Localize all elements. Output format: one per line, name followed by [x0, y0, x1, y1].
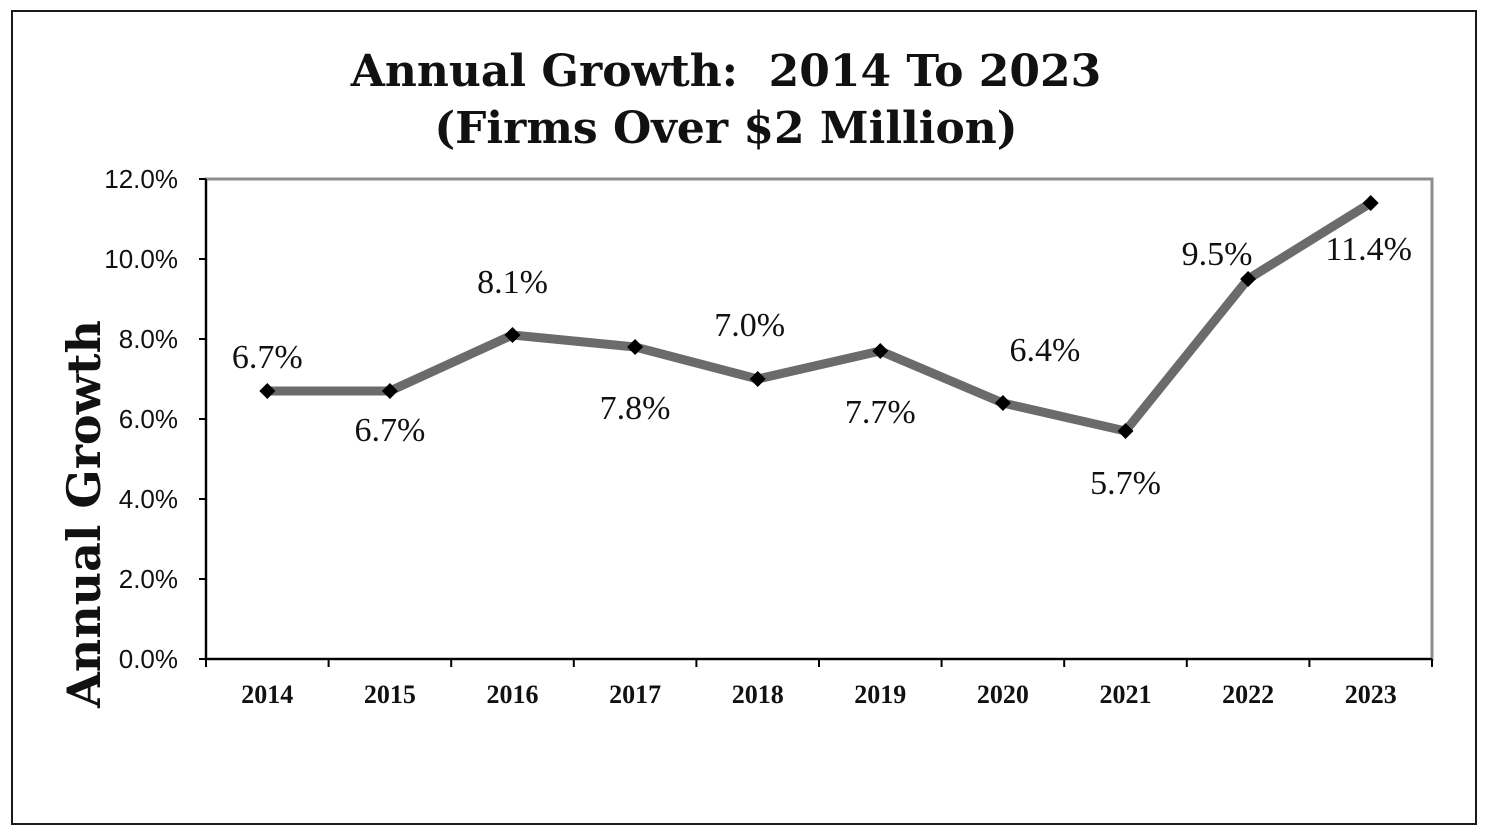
x-tick-label: 2014 — [241, 680, 293, 709]
data-labels: 6.7% 6.7% 8.1% 7.8% 7.0% 7.7% 6.4% 5.7% 9.5% 11.4… — [232, 231, 1412, 502]
data-label: 6.4% — [1009, 332, 1080, 369]
data-label: 9.5% — [1182, 236, 1253, 273]
y-tick-label: 6.0% — [119, 404, 178, 434]
data-label: 7.7% — [845, 394, 916, 431]
series-annual-growth — [259, 195, 1379, 439]
data-label: 11.4% — [1325, 231, 1412, 268]
x-tick-label: 2020 — [977, 680, 1029, 709]
y-axis-label: Annual Growth — [57, 320, 111, 709]
y-axis: 0.0% 2.0% 4.0% 6.0% 8.0% 10.0% 12.0% — [104, 164, 207, 674]
series-line — [262, 198, 1376, 436]
x-tick-label: 2017 — [609, 680, 661, 709]
data-point-marker — [381, 383, 398, 399]
data-label: 6.7% — [354, 412, 425, 449]
y-tick-label: 12.0% — [104, 164, 178, 194]
y-tick-label: 4.0% — [119, 484, 178, 514]
data-label: 7.0% — [714, 307, 785, 344]
data-point-marker — [994, 395, 1011, 411]
x-tick-label: 2022 — [1222, 680, 1274, 709]
y-tick-label: 10.0% — [104, 244, 178, 274]
x-axis: 2014 2015 2016 2017 2018 2019 2020 2021 2022 2023 — [205, 658, 1433, 709]
chart-subtitle: (Firms Over $2 Million) — [434, 103, 1017, 154]
x-tick-label: 2015 — [364, 680, 416, 709]
x-tick-label: 2019 — [854, 680, 906, 709]
data-point-marker — [627, 339, 644, 355]
data-label: 7.8% — [600, 390, 671, 427]
data-point-marker — [872, 343, 889, 359]
data-point-marker — [1362, 195, 1379, 211]
data-label: 6.7% — [232, 339, 303, 376]
x-tick-label: 2023 — [1345, 680, 1397, 709]
data-point-marker — [1240, 271, 1257, 287]
data-point-marker — [1117, 423, 1134, 439]
x-tick-label: 2021 — [1100, 680, 1152, 709]
data-point-marker — [504, 327, 521, 343]
chart-title: Annual Growth: 2014 To 2023 — [350, 46, 1101, 97]
chart-frame — [11, 10, 1477, 825]
x-tick-label: 2018 — [732, 680, 784, 709]
data-point-marker — [259, 383, 276, 399]
y-tick-label: 2.0% — [119, 564, 178, 594]
x-tick-label: 2016 — [487, 680, 539, 709]
y-tick-label: 8.0% — [119, 324, 178, 354]
y-tick-label: 0.0% — [119, 644, 178, 674]
data-label: 8.1% — [477, 264, 548, 301]
data-label: 5.7% — [1090, 465, 1161, 502]
data-point-marker — [749, 371, 766, 387]
